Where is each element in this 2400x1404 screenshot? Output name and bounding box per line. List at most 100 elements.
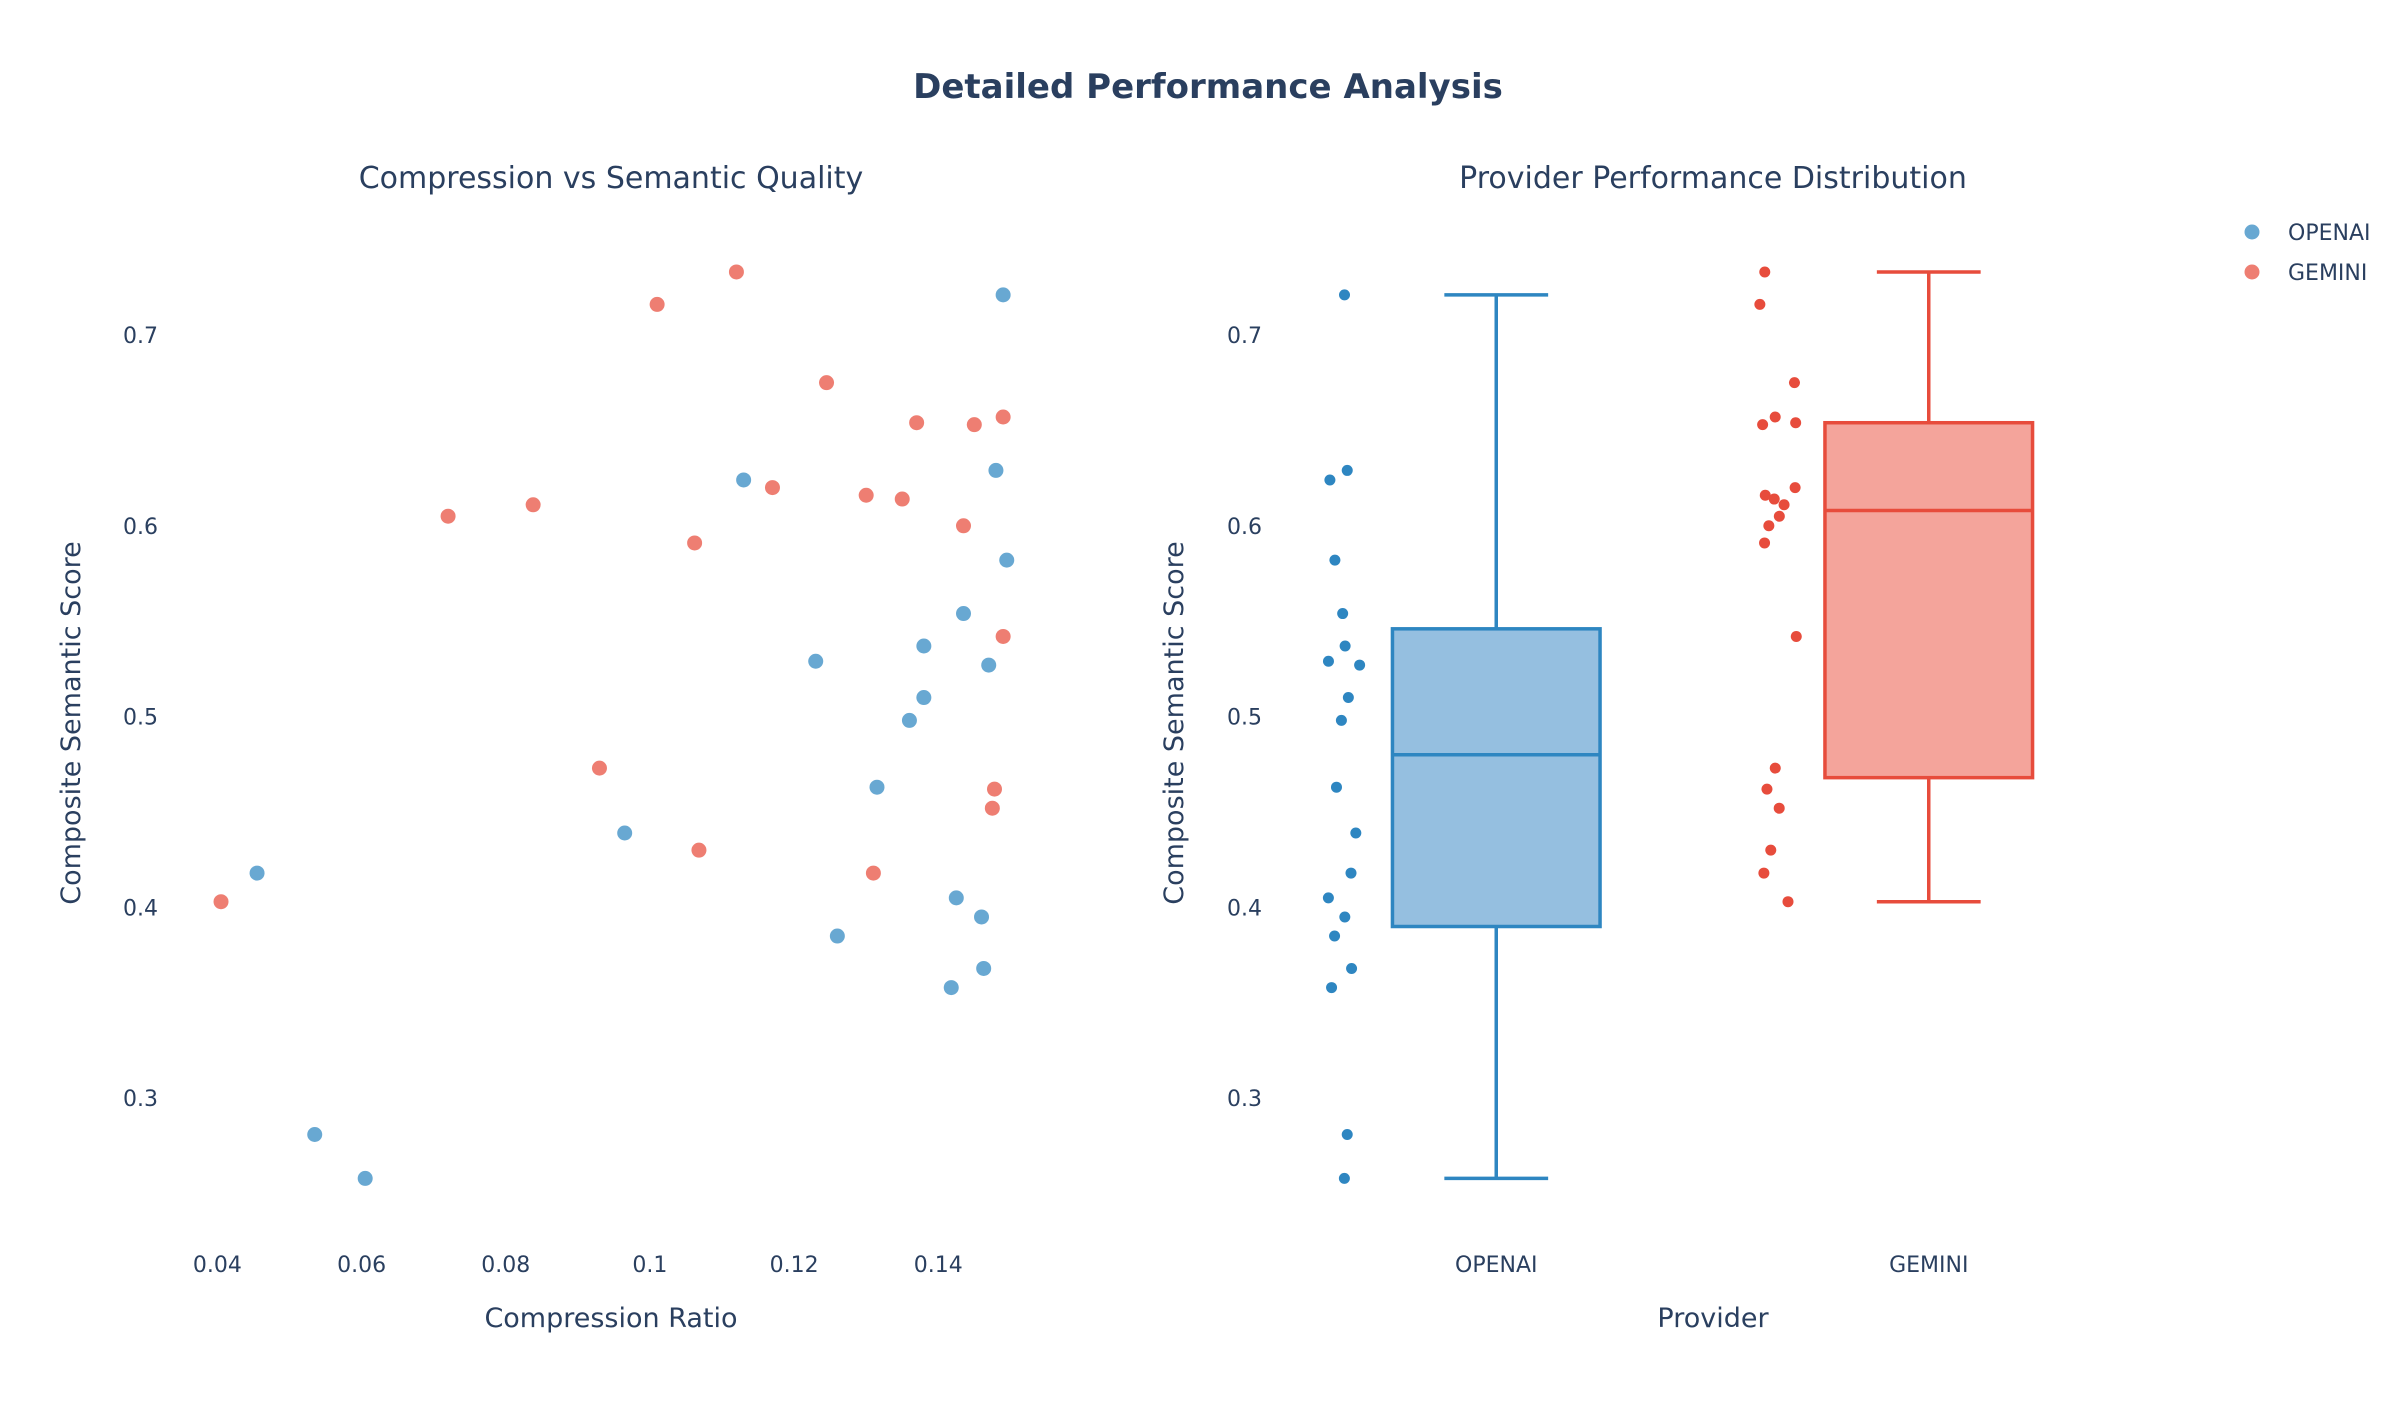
- scatter-point-gemini[interactable]: [213, 894, 229, 910]
- main-title: Detailed Performance Analysis: [913, 67, 1503, 107]
- box-plots: [1322, 266, 2035, 1184]
- box-point-gemini[interactable]: [1758, 867, 1770, 879]
- scatter-y-tick-label: 0.3: [123, 1087, 158, 1112]
- box-point-gemini[interactable]: [1759, 266, 1771, 278]
- legend-label: GEMINI: [2288, 261, 2367, 286]
- scatter-point-openai[interactable]: [948, 890, 964, 906]
- scatter-point-openai[interactable]: [981, 657, 997, 673]
- box-group-openai[interactable]: [1322, 289, 1602, 1184]
- box-point-gemini[interactable]: [1768, 493, 1780, 505]
- box-x-ticks: OPENAI GEMINI: [1455, 1253, 1968, 1278]
- scatter-point-gemini[interactable]: [440, 508, 456, 524]
- box-point-openai[interactable]: [1335, 714, 1347, 726]
- scatter-point-openai[interactable]: [943, 980, 959, 996]
- scatter-point-gemini[interactable]: [649, 296, 665, 312]
- scatter-point-gemini[interactable]: [995, 409, 1011, 425]
- scatter-point-openai[interactable]: [736, 472, 752, 488]
- box-point-gemini[interactable]: [1759, 489, 1771, 501]
- box-point-openai[interactable]: [1345, 867, 1357, 879]
- box-point-gemini[interactable]: [1765, 844, 1777, 856]
- scatter-y-tick-label: 0.5: [123, 706, 158, 731]
- box-point-gemini[interactable]: [1788, 377, 1800, 389]
- scatter-point-gemini[interactable]: [525, 497, 541, 513]
- box-point-openai[interactable]: [1326, 982, 1338, 994]
- scatter-point-gemini[interactable]: [687, 535, 703, 551]
- scatter-point-gemini[interactable]: [995, 628, 1011, 644]
- scatter-point-openai[interactable]: [916, 690, 932, 706]
- box-y-tick-label: 0.7: [1227, 324, 1262, 349]
- scatter-point-openai[interactable]: [617, 825, 633, 841]
- scatter-point-openai[interactable]: [976, 960, 992, 976]
- box-point-gemini[interactable]: [1761, 783, 1773, 795]
- box-point-openai[interactable]: [1350, 827, 1362, 839]
- box-point-openai[interactable]: [1339, 289, 1351, 301]
- scatter-point-openai[interactable]: [869, 779, 885, 795]
- box-iqr: [1390, 627, 1602, 929]
- box-point-gemini[interactable]: [1778, 499, 1790, 511]
- scatter-point-gemini[interactable]: [591, 760, 607, 776]
- scatter-point-gemini[interactable]: [966, 417, 982, 433]
- box-point-openai[interactable]: [1330, 781, 1342, 793]
- legend-item-openai[interactable]: OPENAI: [2244, 221, 2371, 246]
- box-point-gemini[interactable]: [1769, 411, 1781, 423]
- box-point-openai[interactable]: [1341, 1128, 1353, 1140]
- scatter-point-openai[interactable]: [808, 653, 824, 669]
- box-point-openai[interactable]: [1337, 608, 1349, 620]
- box-point-openai[interactable]: [1322, 655, 1334, 667]
- scatter-point-gemini[interactable]: [858, 487, 874, 503]
- scatter-point-gemini[interactable]: [865, 865, 881, 881]
- legend-label: OPENAI: [2288, 221, 2370, 246]
- scatter-point-openai[interactable]: [974, 909, 990, 925]
- scatter-point-gemini[interactable]: [728, 264, 744, 280]
- scatter-point-gemini[interactable]: [691, 842, 707, 858]
- box-point-gemini[interactable]: [1757, 419, 1769, 431]
- legend[interactable]: OPENAI GEMINI: [2244, 221, 2371, 286]
- scatter-y-axis-title: Composite Semantic Score: [56, 541, 87, 905]
- scatter-point-gemini[interactable]: [955, 518, 971, 534]
- scatter-x-tick-label: 0.06: [337, 1253, 386, 1278]
- box-point-openai[interactable]: [1339, 640, 1351, 652]
- box-point-gemini[interactable]: [1763, 520, 1775, 532]
- box-point-gemini[interactable]: [1773, 802, 1785, 814]
- box-title: Provider Performance Distribution: [1459, 161, 1967, 196]
- box-point-openai[interactable]: [1324, 474, 1336, 486]
- box-point-openai[interactable]: [1329, 930, 1341, 942]
- scatter-point-openai[interactable]: [249, 865, 265, 881]
- scatter-point-gemini[interactable]: [764, 480, 780, 496]
- box-point-openai[interactable]: [1339, 911, 1351, 923]
- scatter-point-gemini[interactable]: [894, 491, 910, 507]
- scatter-y-ticks: 0.3 0.4 0.5 0.6 0.7: [123, 324, 158, 1112]
- box-point-gemini[interactable]: [1769, 762, 1781, 774]
- scatter-point-openai[interactable]: [955, 606, 971, 622]
- box-group-gemini[interactable]: [1754, 266, 2035, 908]
- box-point-gemini[interactable]: [1754, 298, 1766, 310]
- box-point-openai[interactable]: [1338, 1172, 1350, 1184]
- scatter-point-openai[interactable]: [995, 287, 1011, 303]
- box-point-openai[interactable]: [1354, 659, 1366, 671]
- scatter-point-openai[interactable]: [307, 1126, 323, 1142]
- box-point-gemini[interactable]: [1759, 537, 1771, 549]
- box-point-openai[interactable]: [1342, 692, 1354, 704]
- scatter-point-gemini[interactable]: [984, 800, 1000, 816]
- box-point-gemini[interactable]: [1773, 510, 1785, 522]
- box-point-gemini[interactable]: [1789, 482, 1801, 494]
- scatter-point-openai[interactable]: [829, 928, 845, 944]
- scatter-point-gemini[interactable]: [986, 781, 1002, 797]
- scatter-point-openai[interactable]: [988, 462, 1004, 478]
- box-point-gemini[interactable]: [1782, 896, 1794, 908]
- scatter-point-openai[interactable]: [901, 712, 917, 728]
- legend-item-gemini[interactable]: GEMINI: [2244, 261, 2368, 286]
- scatter-point-openai[interactable]: [357, 1170, 373, 1186]
- scatter-point-gemini[interactable]: [909, 415, 925, 431]
- scatter-point-gemini[interactable]: [819, 375, 835, 391]
- scatter-y-tick-label: 0.7: [123, 324, 158, 349]
- box-point-openai[interactable]: [1346, 962, 1358, 974]
- box-point-gemini[interactable]: [1790, 417, 1802, 429]
- scatter-point-openai[interactable]: [916, 638, 932, 654]
- box-point-openai[interactable]: [1341, 464, 1353, 476]
- scatter-point-openai[interactable]: [999, 552, 1015, 568]
- scatter-title: Compression vs Semantic Quality: [359, 161, 864, 196]
- box-point-openai[interactable]: [1322, 892, 1334, 904]
- box-point-gemini[interactable]: [1790, 630, 1802, 642]
- box-point-openai[interactable]: [1329, 554, 1341, 566]
